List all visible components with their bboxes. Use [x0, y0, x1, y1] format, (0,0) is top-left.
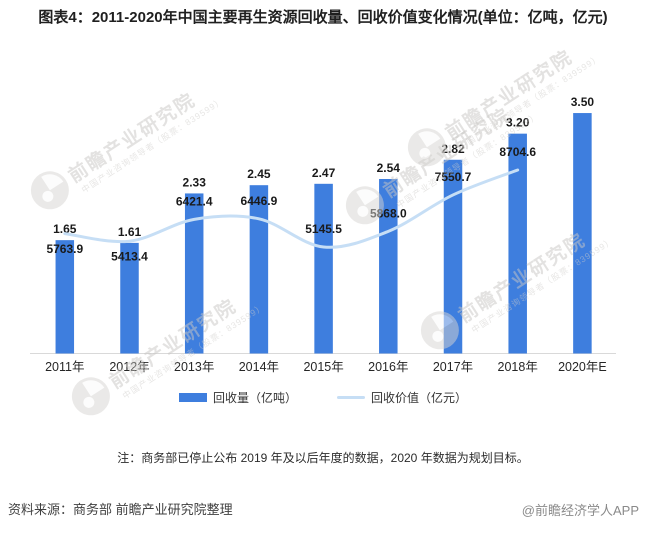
bar-value-label: 2.54	[377, 161, 401, 175]
value-line	[63, 168, 520, 249]
bar-value-label: 1.65	[53, 222, 77, 236]
data-source: 资料来源：商务部 前瞻产业研究院整理	[8, 502, 233, 517]
line-value-label: 5763.9	[46, 242, 83, 256]
chart-legend: 回收量（亿吨） 回收价值（亿元）	[0, 389, 646, 406]
bar-value-label: 2.45	[247, 167, 271, 181]
bar-2012年	[120, 242, 139, 354]
x-axis-label: 2015年	[303, 360, 343, 374]
x-axis-label: 2012年	[109, 360, 149, 374]
bar-2011年	[55, 240, 75, 354]
bar-2018年	[508, 133, 527, 354]
bar-2017年	[443, 159, 463, 354]
x-axis-label: 2014年	[239, 360, 279, 374]
bar-value-label: 2.33	[183, 175, 207, 189]
bar-value-label: 3.50	[571, 95, 595, 109]
bar-2014年	[249, 185, 269, 354]
line-value-label: 7550.7	[435, 170, 472, 184]
line-value-label: 6421.4	[176, 194, 213, 208]
bar-value-label: 1.61	[118, 225, 142, 239]
bar-value-label: 2.82	[441, 142, 465, 156]
line-value-label: 8704.6	[499, 145, 536, 159]
line-value-label: 5413.4	[111, 250, 148, 264]
bar-2015年	[314, 183, 333, 354]
legend-label-value: 回收价值（亿元）	[371, 391, 468, 405]
x-axis-label: 2013年	[174, 360, 214, 374]
legend-label-volume: 回收量（亿吨）	[212, 391, 297, 405]
line-value-label: 5145.5	[305, 222, 342, 236]
x-axis-label: 2018年	[498, 360, 538, 374]
line-value-label: 5868.0	[370, 206, 407, 220]
x-axis-label: 2020年E	[558, 360, 607, 374]
bar-series-swatch	[178, 393, 207, 402]
bar-value-label: 2.47	[312, 166, 336, 180]
chart-note: 注：商务部已停止公布 2019 年及以后年度的数据，2020 年数据为规划目标。	[117, 451, 529, 465]
legend-item-recycle-volume: 回收量（亿吨）	[178, 389, 297, 406]
legend-item-recycle-value: 回收价值（亿元）	[337, 389, 467, 406]
bar-2016年	[379, 179, 398, 354]
bar-2020年E	[573, 113, 592, 354]
chart-title: 图表4：2011-2020年中国主要再生资源回收量、回收价值变化情况(单位：亿吨…	[38, 9, 608, 26]
bar-value-label: 3.20	[506, 116, 530, 130]
x-axis-label: 2011年	[45, 360, 84, 374]
line-value-label: 6446.9	[241, 194, 278, 208]
line-series-swatch	[337, 396, 365, 399]
credit-tag: @前瞻经济学人APP	[521, 503, 639, 518]
bar-2013年	[184, 193, 204, 354]
x-axis-label: 2016年	[368, 360, 408, 374]
x-axis-label: 2017年	[433, 360, 473, 374]
